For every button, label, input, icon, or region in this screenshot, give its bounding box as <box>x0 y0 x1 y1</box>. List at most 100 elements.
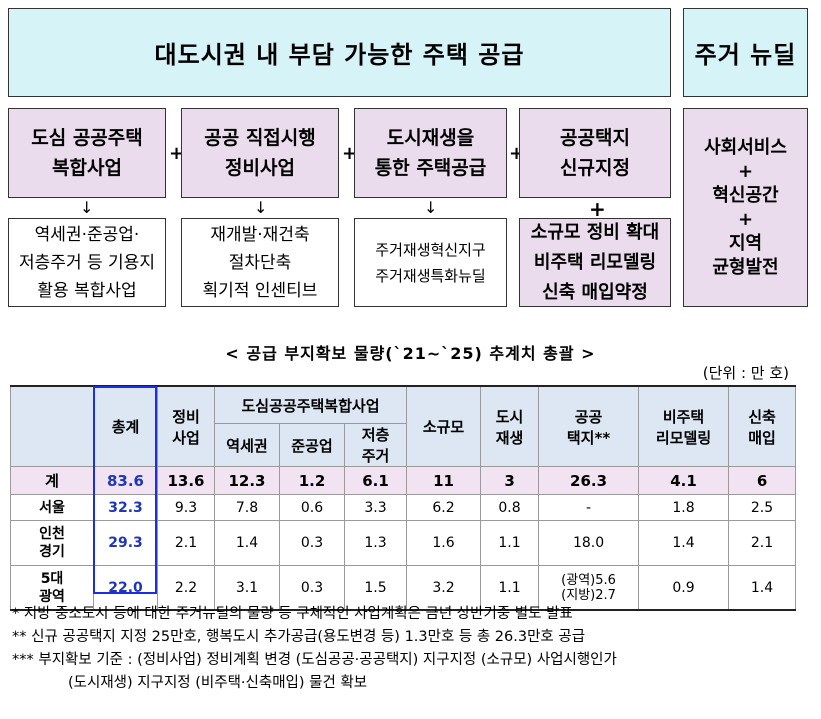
header-line: 신축 <box>748 407 776 426</box>
cell: 6.1 <box>343 466 408 495</box>
plus-sign: + <box>589 197 606 221</box>
header-station: 역세권 <box>214 423 280 467</box>
cell-total: 29.3 <box>93 520 158 566</box>
cell: 6.2 <box>406 494 482 521</box>
header-lowrise: 저층 주거 <box>343 423 408 467</box>
cell: 1.5 <box>343 565 408 611</box>
cell: 0.3 <box>279 565 345 611</box>
table-unit: (단위 : 만 호) <box>702 364 789 382</box>
cell-split-line: (광역)5.6 <box>561 572 616 588</box>
cell: - <box>538 494 640 521</box>
main-banner-title: 대도시권 내 부담 가능한 주택 공급 <box>154 41 525 69</box>
category-line: 도심 공공주택 <box>31 127 143 149</box>
footnote: ** 신규 공공택지 지정 25만호, 행복도시 추가공급(용도변경 등) 1.… <box>12 629 586 645</box>
header-semi-industrial: 준공업 <box>279 423 345 467</box>
cell: 1.1 <box>480 520 540 566</box>
cell: 26.3 <box>538 466 640 495</box>
cell-public-land-split: (광역)5.6 (지방)2.7 <box>538 565 640 611</box>
cell: 3.1 <box>214 565 280 611</box>
category-public-redevelopment: 공공 직접시행 정비사업 <box>181 108 339 198</box>
cell: 0.3 <box>279 520 345 566</box>
header-region <box>10 385 94 467</box>
cell: 3.3 <box>343 494 408 521</box>
row-label: 서울 <box>10 494 94 521</box>
cell: 11 <box>406 466 482 495</box>
table-row-seoul: 서울 32.3 9.3 7.8 0.6 3.3 6.2 0.8 - 1.8 2.… <box>10 494 797 521</box>
cell: 6 <box>728 466 797 495</box>
detail-public-land: 소규모 정비 확대 비주택 리모델링 신축 매입약정 <box>519 218 671 307</box>
side-box-line: 혁신공간 <box>712 184 779 206</box>
footnote: (도시재생) 지구지정 (비주택·신축매입) 물건 확보 <box>68 675 368 691</box>
table-title: < 공급 부지확보 물량(`21~`25) 추계치 총괄 > <box>225 344 596 363</box>
row-label: 계 <box>10 466 94 495</box>
cell: 2.2 <box>157 565 215 611</box>
row-label: 5대 광역 <box>10 565 94 611</box>
row-label: 인천 경기 <box>10 520 94 566</box>
cell: 1.3 <box>343 520 408 566</box>
down-arrow-icon: ↓ <box>80 198 94 217</box>
row-label-line: 경기 <box>39 544 65 560</box>
cell: 0.9 <box>638 565 730 611</box>
detail-public-redevelopment: 재개발·재건축 절차단축 획기적 인센티브 <box>181 218 339 307</box>
detail-line: 활용 복합사업 <box>37 280 137 301</box>
category-line: 복합사업 <box>52 157 122 179</box>
header-newbuild: 신축 매입 <box>728 385 797 467</box>
detail-urban-regeneration: 주거재생혁신지구 주거재생특화뉴딜 <box>354 218 507 307</box>
plus-sign: + <box>169 143 185 164</box>
side-banner-title: 주거 뉴딜 <box>694 41 797 69</box>
down-arrow-icon: ↓ <box>424 198 438 217</box>
cell: 2.5 <box>728 494 797 521</box>
header-line: 매입 <box>748 428 776 447</box>
cell: 18.0 <box>538 520 640 566</box>
detail-line: 절차단축 <box>228 252 292 273</box>
row-label-line: 광역 <box>39 588 65 605</box>
cell: 4.1 <box>638 466 730 495</box>
category-line: 신규지정 <box>560 157 630 179</box>
cell: 12.3 <box>214 466 280 495</box>
header-urban: 도시 재생 <box>480 385 540 467</box>
cell-split-line: (지방)2.7 <box>561 587 616 603</box>
detail-downtown-housing: 역세권·준공업· 저층주거 등 기용지 활용 복합사업 <box>8 218 166 307</box>
side-box: 사회서비스 + 혁신공간 + 지역 균형발전 <box>683 108 808 307</box>
side-box-line: 지역 <box>728 232 763 254</box>
detail-line: 신축 매입약정 <box>542 281 648 303</box>
cell: 1.4 <box>214 520 280 566</box>
category-line: 공공 직접시행 <box>204 127 316 149</box>
cell: 1.8 <box>638 494 730 521</box>
cell-total: 32.3 <box>93 494 158 521</box>
footnotes: * 지방 중소도시 등에 대한 주거뉴딜의 물량 등 구체적인 사업계획은 금년… <box>12 603 617 695</box>
header-line: 공공 <box>574 407 603 426</box>
cell: 1.4 <box>728 565 797 611</box>
header-line: 사업 <box>172 428 200 447</box>
cell: 3 <box>480 466 540 495</box>
down-arrow-icon: ↓ <box>254 198 268 217</box>
detail-line: 비주택 리모델링 <box>533 251 657 273</box>
cell: 2.1 <box>157 520 215 566</box>
header-line: 택지** <box>566 428 611 447</box>
header-small: 소규모 <box>406 385 482 467</box>
cell: 1.6 <box>406 520 482 566</box>
header-downtown-group: 도심공공주택복합사업 <box>213 385 408 424</box>
cell: 0.8 <box>480 494 540 521</box>
detail-line: 획기적 인센티브 <box>202 280 318 301</box>
cell: 7.8 <box>214 494 280 521</box>
detail-line: 주거재생혁신지구 <box>375 240 486 259</box>
cell: 1.2 <box>279 466 345 495</box>
header-total: 총계 <box>93 385 158 467</box>
cell: 0.6 <box>279 494 345 521</box>
header-line: 정비 <box>172 407 200 426</box>
detail-line: 소규모 정비 확대 <box>530 221 660 243</box>
side-banner: 주거 뉴딜 <box>683 8 808 97</box>
header-public-land: 공공 택지** <box>538 385 640 467</box>
side-box-line: 균형발전 <box>712 256 779 278</box>
table-row-incheon-gyeonggi: 인천 경기 29.3 2.1 1.4 0.3 1.3 1.6 1.1 18.0 … <box>10 520 797 566</box>
cell: 2.1 <box>728 520 797 566</box>
header-line: 재생 <box>495 428 524 447</box>
category-line: 도시재생을 <box>386 127 475 149</box>
header-line: 리모델링 <box>655 428 712 447</box>
cell: 9.3 <box>157 494 215 521</box>
detail-line: 저층주거 등 기용지 <box>19 252 155 273</box>
table-row-5-metro: 5대 광역 22.0 2.2 3.1 0.3 1.5 3.2 1.1 (광역)5… <box>10 565 797 611</box>
side-box-line: + <box>737 160 754 182</box>
header-line: 비주택 <box>662 407 705 426</box>
